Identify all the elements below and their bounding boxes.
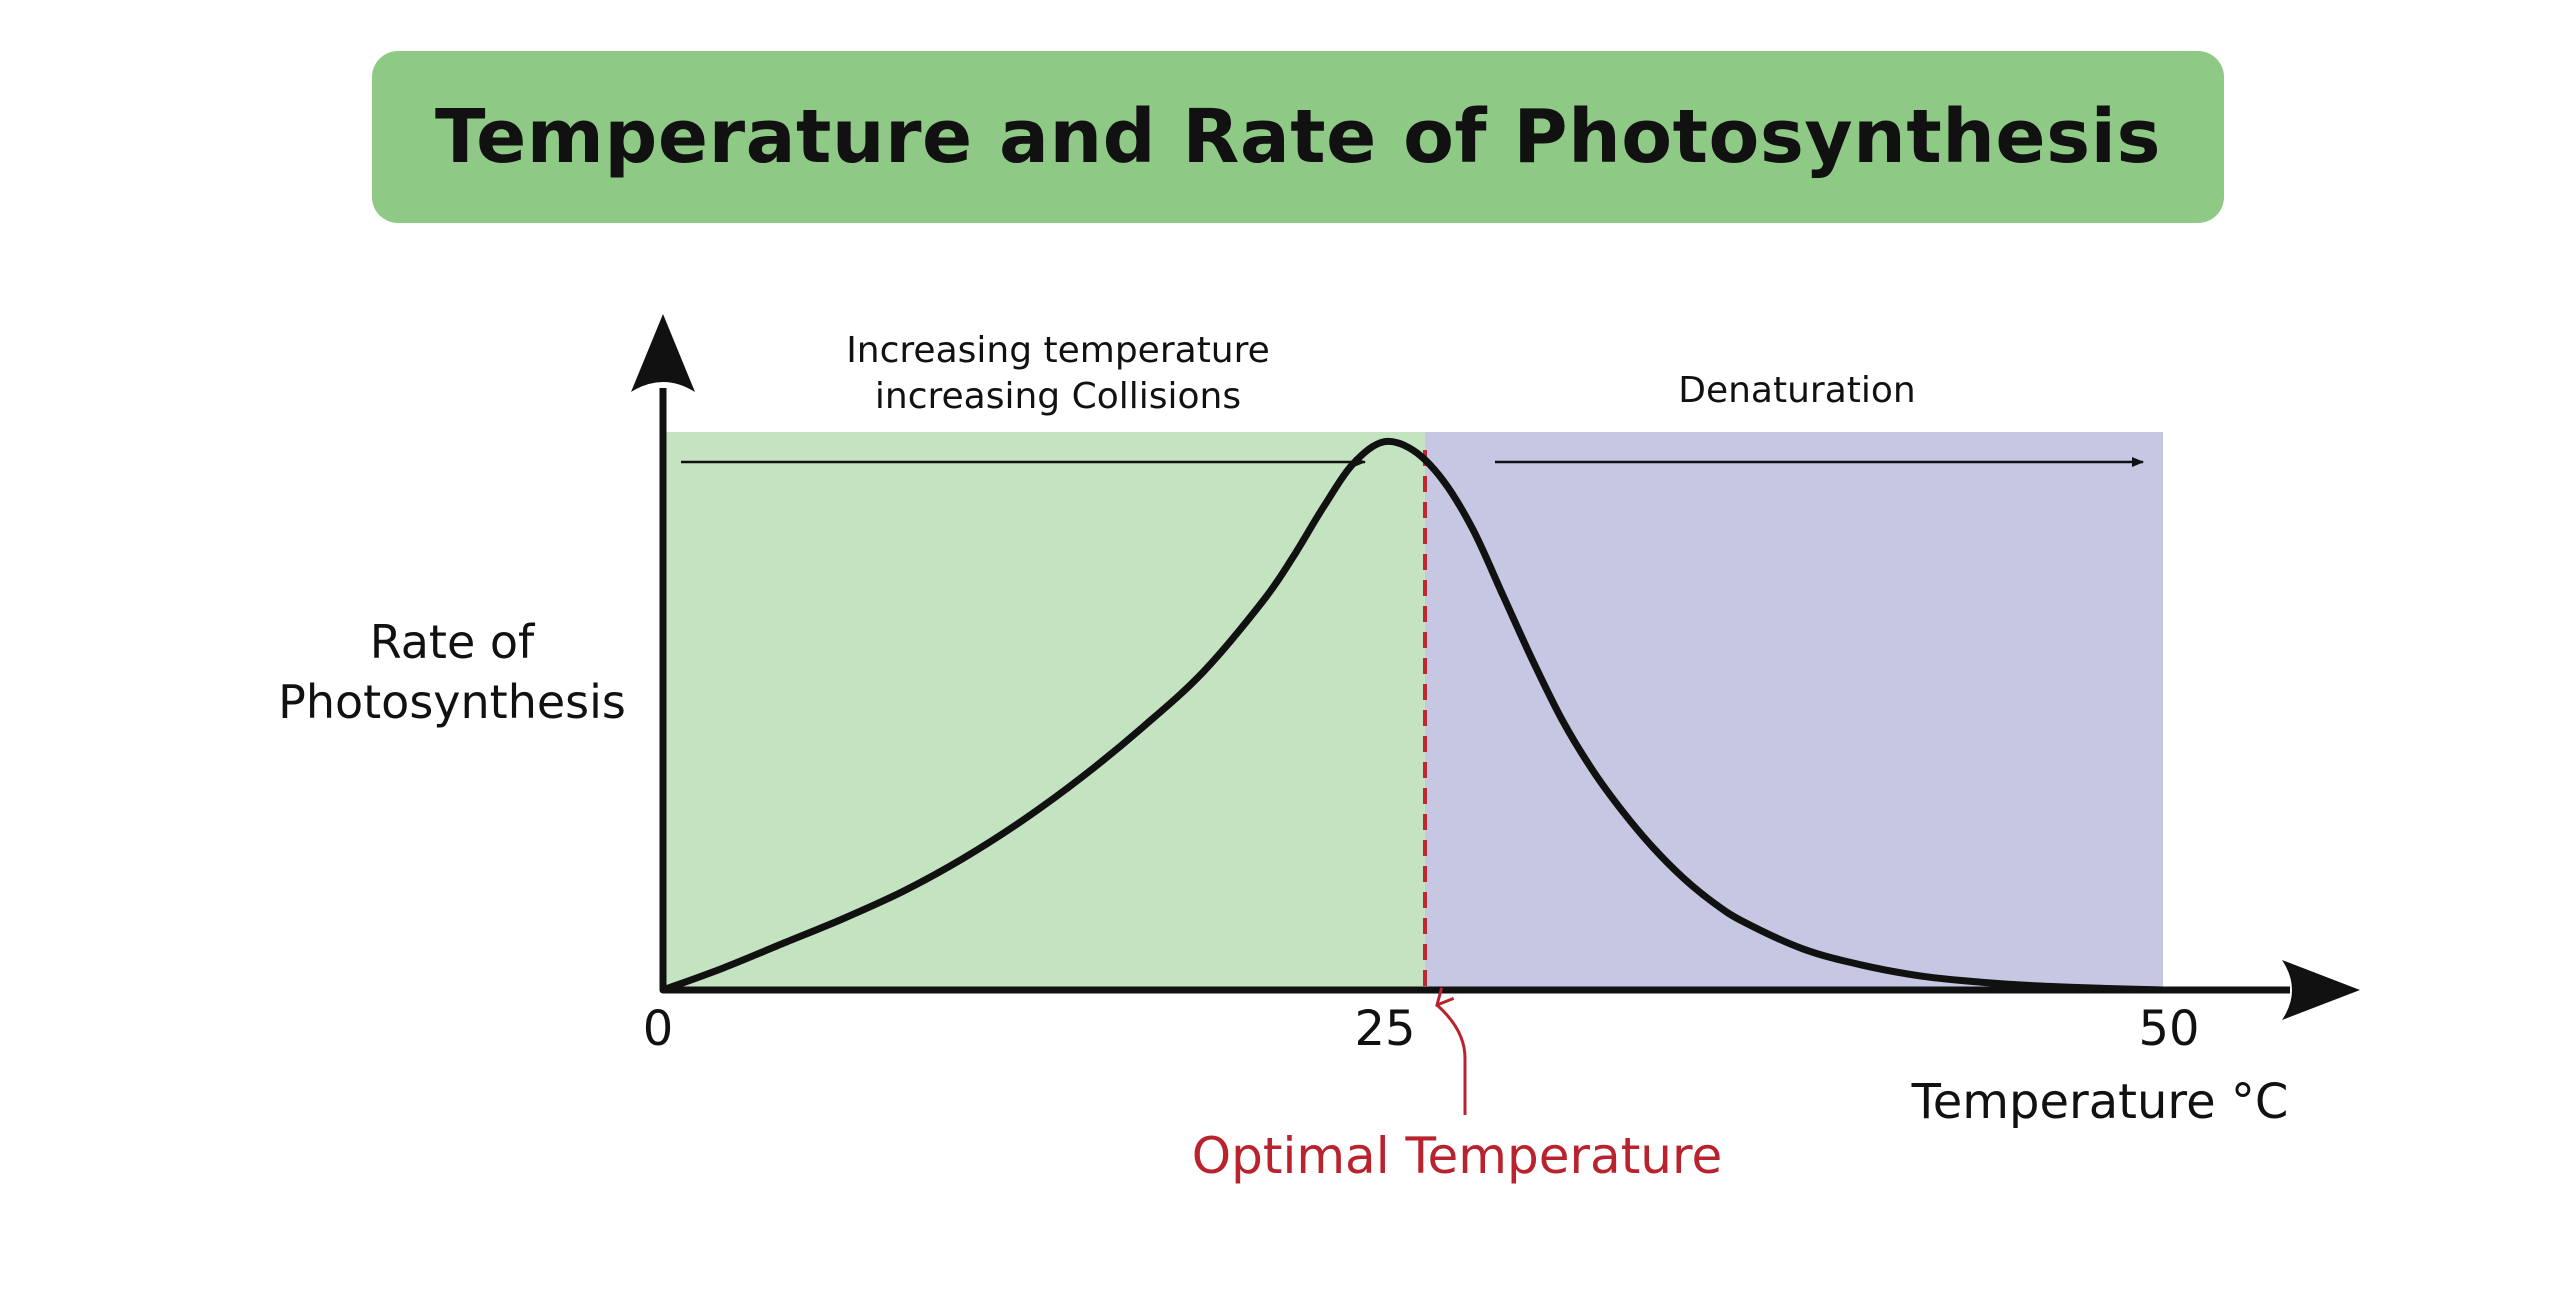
x-tick-label-50: 50: [2138, 1001, 2199, 1057]
rate-curve: [659, 437, 2167, 994]
y-axis-label-line2: Photosynthesis: [278, 675, 626, 729]
optimal-temperature-pointer: [1437, 1005, 1467, 1115]
region-label-increasing-line2: increasing Collisions: [875, 376, 1241, 417]
x-tick-label-25: 25: [1354, 1001, 1415, 1057]
x-tick-label-0: 0: [643, 1001, 674, 1057]
x-axis-arrowhead: [2282, 960, 2360, 1020]
y-axis-arrowhead: [631, 314, 695, 392]
x-axis-label: Temperature °C: [1911, 1074, 2289, 1130]
region-denaturation: [1425, 432, 2163, 990]
title-banner: Temperature and Rate of Photosynthesis: [372, 51, 2224, 223]
region-label-increasing-line1: Increasing temperature: [846, 330, 1270, 371]
y-axis-label-line1: Rate of: [370, 615, 536, 669]
region-increasing-temperature: [663, 432, 1425, 990]
region-label-denaturation: Denaturation: [1678, 370, 1916, 411]
chart-title: Temperature and Rate of Photosynthesis: [434, 94, 2162, 180]
optimal-temperature-label: Optimal Temperature: [1192, 1127, 1722, 1185]
